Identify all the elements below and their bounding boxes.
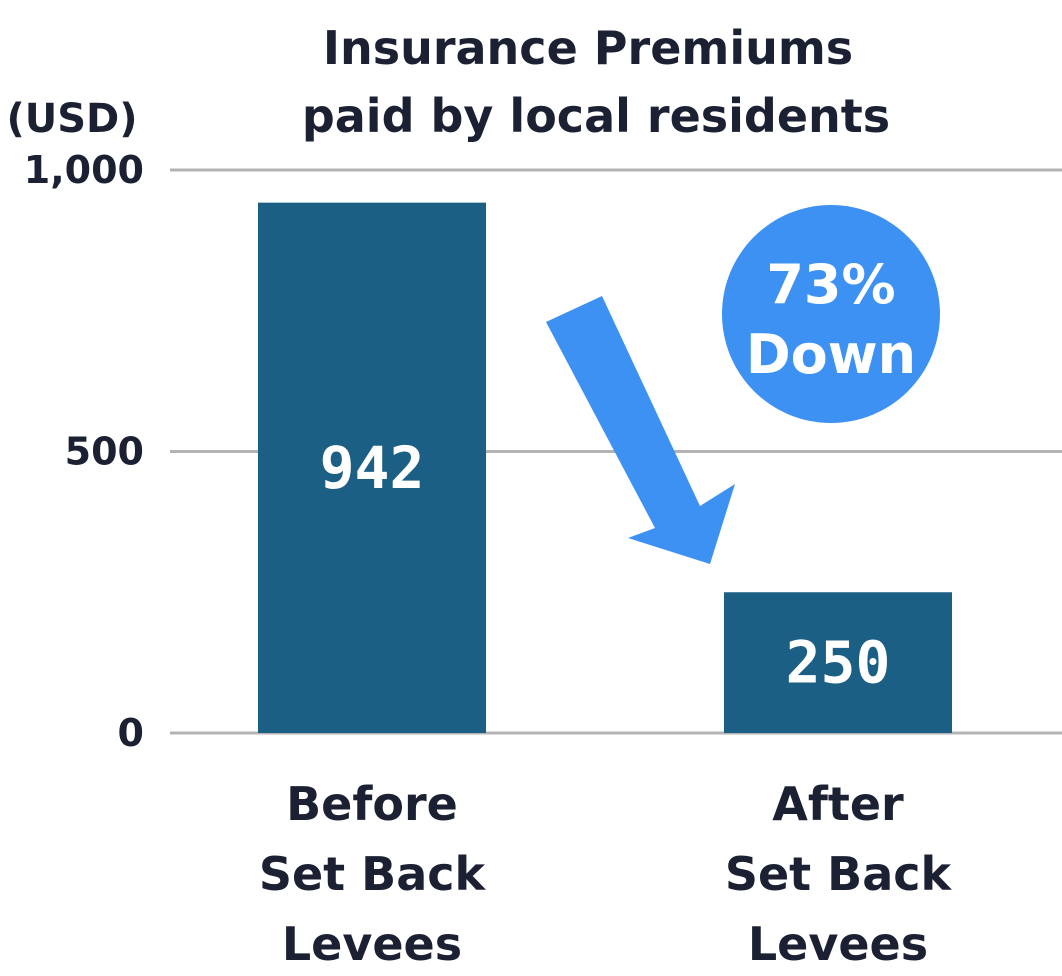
x-axis-categories: Before Set Back Levees After Set Back Levees <box>259 777 953 971</box>
bar-before <box>258 202 486 734</box>
bar-value-label: 942 <box>320 434 425 502</box>
badge-percent: 73% <box>766 253 895 316</box>
y-tick-label: 500 <box>65 430 144 474</box>
chart-title-line-2: paid by local residents <box>302 89 890 143</box>
category-label-before: Before Set Back Levees <box>259 777 487 971</box>
bar-value-label: 250 <box>786 629 891 697</box>
y-axis-unit-label: (USD) <box>6 96 137 142</box>
category-label-line: Before <box>286 777 458 831</box>
bars <box>258 202 952 734</box>
bar-data-labels: 942 250 <box>320 434 891 697</box>
chart-title-line-1: Insurance Premiums <box>323 21 853 75</box>
bar-after <box>724 592 952 733</box>
category-label-line: Set Back <box>259 847 487 901</box>
category-label-line: Levees <box>282 917 462 971</box>
chart-title: Insurance Premiums paid by local residen… <box>302 21 890 143</box>
category-label-line: Set Back <box>725 847 953 901</box>
y-tick-label: 1,000 <box>24 148 144 192</box>
category-label-after: After Set Back Levees <box>725 777 953 971</box>
badge-circle <box>722 205 940 423</box>
category-label-line: Levees <box>748 917 928 971</box>
badge-direction: Down <box>746 323 916 386</box>
category-label-line: After <box>772 777 904 831</box>
percent-change-badge: 73% Down <box>722 205 940 423</box>
down-arrow-icon <box>546 296 735 564</box>
y-axis-ticks: 0 500 1,000 <box>24 148 144 755</box>
y-tick-label: 0 <box>118 711 144 755</box>
